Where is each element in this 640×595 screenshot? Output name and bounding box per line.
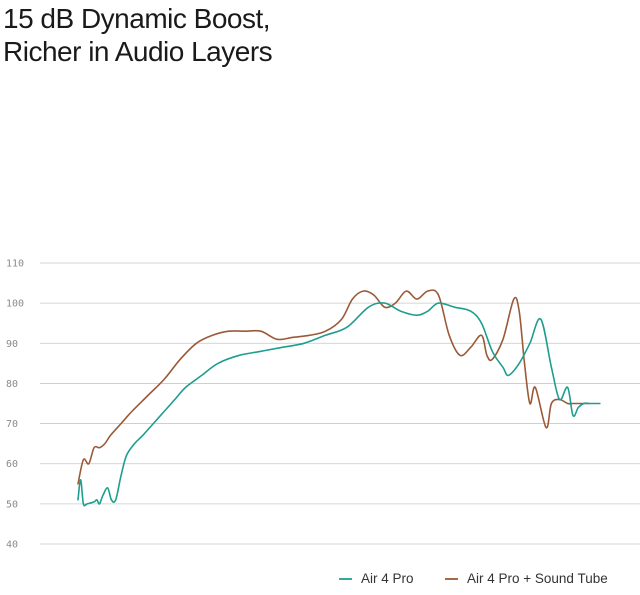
chart-title-line-2: Richer in Audio Layers — [3, 36, 273, 67]
chart-title: 15 dB Dynamic Boost, Richer in Audio Lay… — [3, 2, 273, 68]
legend-label-air-4-pro: Air 4 Pro — [361, 571, 414, 586]
y-tick-label-50: 50 — [6, 499, 18, 510]
y-tick-label-80: 80 — [6, 379, 18, 390]
grid-layer — [40, 262, 640, 545]
y-tick-label-70: 70 — [6, 419, 18, 430]
chart-title-line-1: 15 dB Dynamic Boost, — [3, 3, 271, 34]
y-tick-label-100: 100 — [6, 299, 24, 310]
legend-label-air-4-pro-sound-tube: Air 4 Pro + Sound Tube — [467, 571, 608, 586]
series-layer — [77, 289, 601, 507]
series-line-air-4-pro — [77, 302, 601, 507]
y-tick-label-110: 110 — [6, 259, 24, 270]
series-line-air-4-pro-sound-tube — [77, 289, 590, 485]
y-tick-label-60: 60 — [6, 459, 18, 470]
chart-legend: Air 4 Pro Air 4 Pro + Sound Tube — [339, 571, 608, 586]
y-axis-ticks: 110 100 90 80 70 60 50 40 — [6, 259, 24, 551]
y-tick-label-90: 90 — [6, 339, 18, 350]
y-tick-label-40: 40 — [6, 540, 18, 551]
